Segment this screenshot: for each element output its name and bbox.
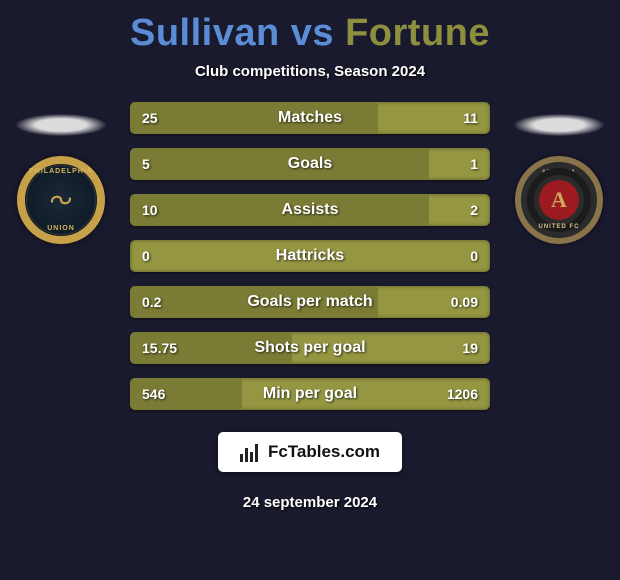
stat-value-right: 1206 xyxy=(447,386,478,402)
stat-value-left: 546 xyxy=(142,386,165,402)
player1-name: Sullivan xyxy=(130,12,280,54)
stat-value-right: 0 xyxy=(470,248,478,264)
stat-value-right: 2 xyxy=(470,202,478,218)
stat-bar: 15.75 Shots per goal 19 xyxy=(130,332,490,364)
vs-text: vs xyxy=(291,12,334,54)
page-title: Sullivan vs Fortune xyxy=(130,12,490,55)
stat-value-right: 11 xyxy=(463,110,478,126)
team-left-column: PHILADELPHIA UNION xyxy=(6,102,116,244)
content-row: PHILADELPHIA UNION 25 Matches 11 5 Goals 1 10 A… xyxy=(0,102,620,410)
stat-bar: 5 Goals 1 xyxy=(130,148,490,180)
player-shadow-left xyxy=(16,114,106,136)
player-shadow-right xyxy=(514,114,604,136)
stat-label: Shots per goal xyxy=(254,339,365,357)
stat-value-left: 25 xyxy=(142,110,158,126)
fctables-logo-box[interactable]: FcTables.com xyxy=(218,432,402,472)
atlanta-united-badge: ATLANTA A UNITED FC xyxy=(515,156,603,244)
badge-text-bottom: UNITED FC xyxy=(539,224,580,230)
stat-bar: 25 Matches 11 xyxy=(130,102,490,134)
stat-value-left: 0.2 xyxy=(142,294,161,310)
stat-label: Assists xyxy=(282,201,339,219)
stat-label: Goals per match xyxy=(247,293,372,311)
badge-center-letter: A xyxy=(539,180,579,220)
stat-value-left: 0 xyxy=(142,248,150,264)
badge-text-bottom: UNION xyxy=(47,225,75,232)
subtitle: Club competitions, Season 2024 xyxy=(195,63,425,80)
stat-label: Min per goal xyxy=(263,385,357,403)
stat-value-right: 1 xyxy=(470,156,478,172)
footer: FcTables.com 24 september 2024 xyxy=(218,432,402,511)
stat-bar: 0 Hattricks 0 xyxy=(130,240,490,272)
stat-label: Matches xyxy=(278,109,342,127)
stat-value-right: 0.09 xyxy=(451,294,478,310)
brand-text: FcTables.com xyxy=(268,442,380,462)
bar-chart-icon xyxy=(240,442,260,462)
stats-column: 25Matches115Goals110Assists20Hattricks00… xyxy=(130,102,490,410)
infographic-root: Sullivan vs Fortune Club competitions, S… xyxy=(0,0,620,521)
stat-value-left: 10 xyxy=(142,202,158,218)
stat-fill xyxy=(130,194,429,226)
stat-value-right: 19 xyxy=(462,340,478,356)
stat-bar: 0.2 Goals per match 0.09 xyxy=(130,286,490,318)
snake-icon xyxy=(46,185,76,215)
stat-value-left: 15.75 xyxy=(142,340,177,356)
team-right-column: ATLANTA A UNITED FC xyxy=(504,102,614,244)
stat-bar: 546 Min per goal 1206 xyxy=(130,378,490,410)
date-text: 24 september 2024 xyxy=(243,494,377,511)
philadelphia-union-badge: PHILADELPHIA UNION xyxy=(17,156,105,244)
stat-value-left: 5 xyxy=(142,156,150,172)
stat-fill xyxy=(130,148,429,180)
stat-bar: 10 Assists 2 xyxy=(130,194,490,226)
player2-name: Fortune xyxy=(345,12,490,54)
stat-label: Hattricks xyxy=(276,247,344,265)
stat-label: Goals xyxy=(288,155,332,173)
